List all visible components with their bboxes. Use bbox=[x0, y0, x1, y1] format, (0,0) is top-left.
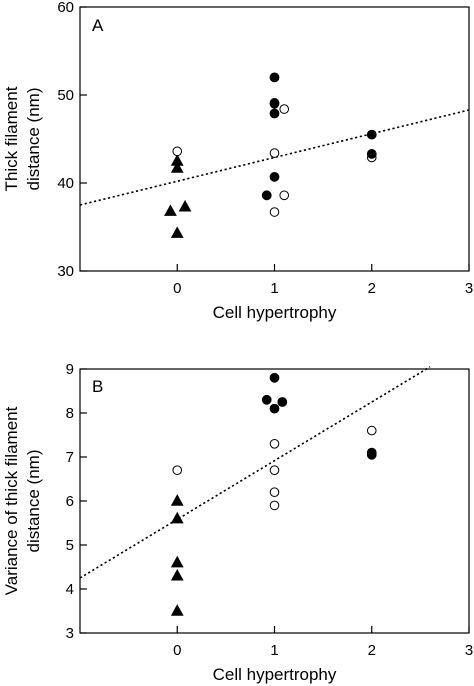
panel-b-point-circle-filled-5 bbox=[366, 449, 377, 460]
panel-b-trendline-layer bbox=[79, 366, 431, 579]
panel-a-point-circle-filled-2 bbox=[269, 108, 280, 119]
panel-a-points bbox=[164, 72, 377, 238]
panel-a-point-circle-open-4 bbox=[279, 190, 290, 201]
panel-a-frame bbox=[79, 6, 470, 272]
panel-b-point-triangle-filled-4 bbox=[170, 604, 184, 616]
panel-a-point-circle-filled-6 bbox=[366, 149, 377, 159]
panel-a-x-tick-label-0: 0 bbox=[173, 280, 181, 297]
panel-b-point-triangle-filled-1 bbox=[170, 511, 184, 524]
panel-b-y-axis-title-line2: distance (nm) bbox=[24, 450, 43, 553]
panel-b-x-tick-label-1: 1 bbox=[270, 642, 278, 659]
panel-a-point-circle-open-5 bbox=[269, 207, 280, 217]
panel-a-y-tick-label-40: 40 bbox=[57, 175, 74, 192]
panel-b-x-tick-label-3: 3 bbox=[465, 642, 473, 659]
panel-a-x-tick-label-1: 1 bbox=[270, 280, 278, 297]
panel-b-chart: B Cell hypertrophy Variance of thick fil… bbox=[2, 361, 473, 684]
panel-b-y-tick-label-9: 9 bbox=[66, 361, 74, 378]
panel-b-y-tick-label-4: 4 bbox=[66, 581, 74, 598]
panel-b-point-circle-open-0 bbox=[172, 465, 183, 476]
panel-b-y-tick-label-5: 5 bbox=[66, 537, 74, 554]
panel-b-y-axis-title-line1: Variance of thick filament bbox=[2, 406, 21, 595]
panel-a-point-circle-filled-4 bbox=[269, 171, 280, 182]
panel-b-x-axis-title: Cell hypertrophy bbox=[213, 665, 337, 684]
panel-b-points bbox=[170, 372, 377, 616]
panel-b-point-triangle-filled-2 bbox=[170, 555, 184, 568]
panel-b-point-circle-open-3 bbox=[269, 487, 280, 498]
panel-b-point-circle-filled-1 bbox=[261, 394, 272, 405]
panel-a-point-triangle-filled-2 bbox=[164, 204, 177, 216]
panel-b-point-triangle-filled-3 bbox=[170, 568, 184, 581]
panel-b-y-tick-label-8: 8 bbox=[66, 405, 74, 422]
panel-b-trendline bbox=[79, 366, 431, 579]
panel-b-point-circle-open-1 bbox=[269, 439, 280, 449]
panel-a-point-circle-filled-5 bbox=[366, 129, 377, 140]
panel-b-x-tick-label-0: 0 bbox=[173, 642, 181, 659]
panel-b-y-tick-label-3: 3 bbox=[66, 625, 74, 642]
panel-a-point-triangle-filled-4 bbox=[170, 226, 184, 238]
panel-b-point-circle-filled-0 bbox=[269, 372, 280, 383]
panel-a-y-axis-title-line2: distance (nm) bbox=[24, 88, 43, 191]
panel-b-point-circle-open-5 bbox=[366, 425, 377, 436]
panel-a-y-tick-label-60: 60 bbox=[57, 0, 74, 16]
panel-a-point-triangle-filled-1 bbox=[170, 161, 184, 173]
panel-a-chart: A Cell hypertrophy Thick filament distan… bbox=[2, 0, 473, 322]
panel-b-point-triangle-filled-0 bbox=[170, 494, 184, 506]
panel-b-y-tick-label-7: 7 bbox=[66, 449, 74, 466]
panel-a-y-axis-title-line1: Thick filament bbox=[2, 86, 21, 191]
panel-b-point-circle-open-2 bbox=[269, 465, 280, 476]
panel-a-point-circle-open-0 bbox=[172, 146, 183, 157]
panel-a-point-circle-filled-1 bbox=[269, 98, 280, 108]
panel-a-ticks: 0 1 2 3 30 40 50 60 bbox=[57, 0, 473, 297]
panel-a-x-axis-title: Cell hypertrophy bbox=[213, 303, 337, 322]
panel-a-point-circle-open-3 bbox=[269, 148, 280, 158]
panel-a-x-tick-label-3: 3 bbox=[465, 280, 473, 297]
panel-a-point-circle-open-2 bbox=[279, 104, 290, 114]
panel-a-y-tick-label-50: 50 bbox=[57, 87, 74, 104]
panel-b-ticks: 0 1 2 3 3 4 5 6 7 8 9 bbox=[66, 361, 474, 659]
panel-b-point-circle-filled-2 bbox=[277, 397, 288, 407]
panel-a-point-circle-filled-3 bbox=[261, 190, 272, 201]
panel-a-x-tick-label-2: 2 bbox=[368, 280, 376, 297]
panel-a-y-tick-label-30: 30 bbox=[57, 263, 74, 280]
panel-b-label: B bbox=[92, 377, 103, 396]
panel-b-x-tick-label-2: 2 bbox=[368, 642, 376, 659]
panel-a-point-triangle-filled-3 bbox=[178, 199, 192, 212]
panel-b-point-circle-filled-3 bbox=[269, 403, 280, 414]
panel-b-y-tick-label-6: 6 bbox=[66, 493, 74, 510]
panel-b-point-circle-open-4 bbox=[269, 500, 280, 511]
panel-a-point-circle-filled-0 bbox=[269, 72, 280, 83]
panel-a-label: A bbox=[92, 16, 104, 35]
